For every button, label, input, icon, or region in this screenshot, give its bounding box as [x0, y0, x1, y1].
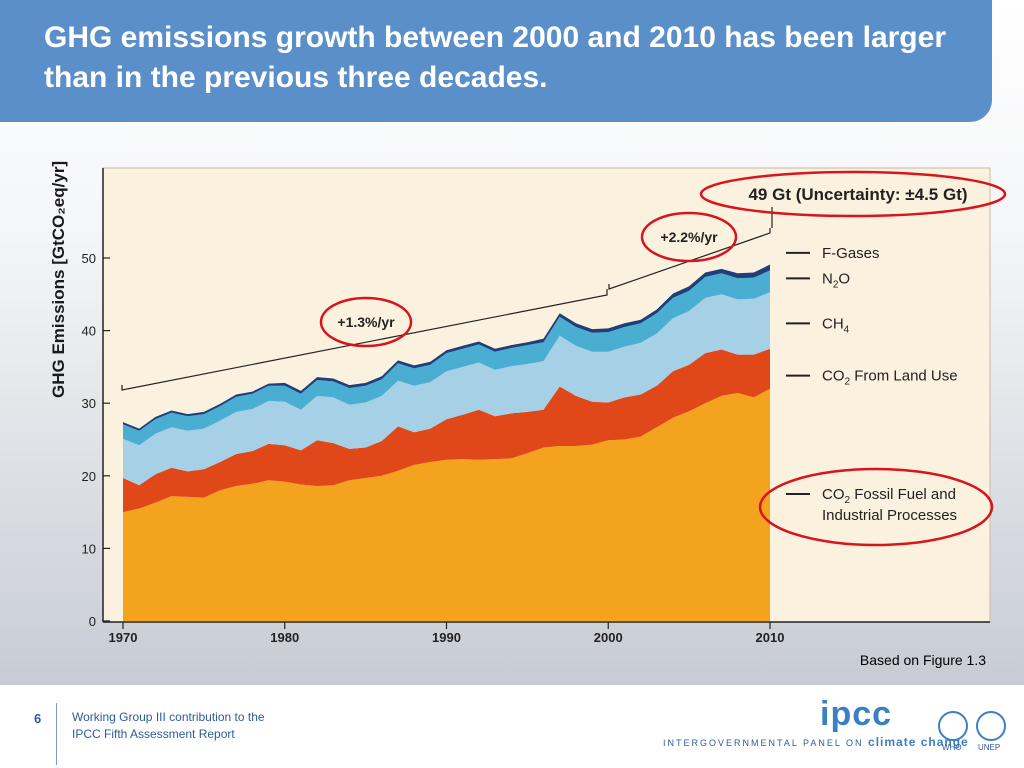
x-tick-label-2010: 2010 — [756, 630, 785, 645]
slide-title: GHG emissions growth between 2000 and 20… — [44, 21, 946, 94]
figure-reference: Based on Figure 1.3 — [859, 652, 986, 668]
who-label: WHO — [942, 743, 962, 752]
x-tick-label-1990: 1990 — [432, 630, 461, 645]
page-number: 6 — [34, 711, 42, 726]
growth-label-1970-2000: +1.3%/yr — [337, 314, 395, 330]
y-tick-label-10: 10 — [82, 541, 96, 556]
legend-label-co2fossil-line2: Industrial Processes — [822, 507, 957, 524]
unep-globe-icon — [976, 711, 1006, 741]
growth-label-2000-2010: +2.2%/yr — [660, 229, 718, 245]
legend-label-co2fossil: CO2 Fossil Fuel and — [822, 486, 956, 506]
footer-line-1: Working Group III contribution to the — [72, 710, 265, 724]
highlight-circle-total — [699, 170, 1007, 218]
annotations: +1.3%/yr +2.2%/yr 49 Gt (Uncertainty: ±4… — [121, 170, 1007, 547]
footer: 6 Working Group III contribution to the … — [0, 685, 1024, 768]
y-tick-label-30: 30 — [82, 396, 96, 411]
area-series-1 — [123, 348, 770, 513]
total-2010-label: 49 Gt (Uncertainty: ±4.5 Gt) — [748, 185, 967, 204]
trend-bracket-1970-2000 — [121, 289, 608, 391]
footer-line-2: IPCC Fifth Assessment Report — [72, 727, 235, 741]
y-tick-label-50: 50 — [82, 251, 96, 266]
unep-label: UNEP — [978, 743, 1001, 752]
area-layers — [123, 264, 770, 621]
y-tick-label-40: 40 — [82, 324, 96, 339]
ipcc-logo: ipcc — [820, 695, 893, 733]
axes: 0 10 20 30 40 50 1970 1980 1990 2000 2010 — [82, 168, 990, 645]
legend-label-co2land: CO2 From Land Use — [822, 368, 958, 388]
highlight-circle-growth-1 — [319, 296, 413, 348]
legend-label-n2o: N2O — [822, 270, 850, 290]
highlight-circle-growth-2 — [640, 211, 738, 263]
ipcc-tagline: INTERGOVERNMENTAL PANEL ON climate chang… — [663, 735, 969, 749]
y-tick-label-20: 20 — [82, 469, 96, 484]
tagline-accent: climate change — [868, 735, 969, 749]
area-series-2 — [123, 292, 770, 486]
area-series-3 — [123, 270, 770, 446]
y-axis-label: GHG Emissions [GtCO₂eq/yr] — [49, 161, 68, 398]
legend-label-fgases: F-Gases — [822, 245, 880, 262]
y-tick-label-0: 0 — [89, 614, 96, 629]
x-tick-label-1980: 1980 — [270, 630, 299, 645]
x-tick-label-2000: 2000 — [594, 630, 623, 645]
footer-divider — [56, 703, 57, 765]
x-tick-label-1970: 1970 — [109, 630, 138, 645]
legend-label-ch4: CH4 — [822, 315, 850, 335]
area-series-0 — [123, 388, 770, 621]
legend: F-Gases N2O CH4 CO2 From Land Use CO2 Fo… — [786, 245, 958, 524]
footer-caption: Working Group III contribution to the IP… — [72, 709, 265, 743]
area-series-4 — [123, 264, 770, 431]
who-globe-icon — [938, 711, 968, 741]
highlight-circle-fossil — [758, 467, 994, 547]
emissions-chart: 0 10 20 30 40 50 1970 1980 1990 2000 2010 GHG Emis… — [49, 161, 1007, 645]
title-banner: GHG emissions growth between 2000 and 20… — [0, 0, 992, 122]
tagline-text: INTERGOVERNMENTAL PANEL ON — [663, 738, 869, 748]
